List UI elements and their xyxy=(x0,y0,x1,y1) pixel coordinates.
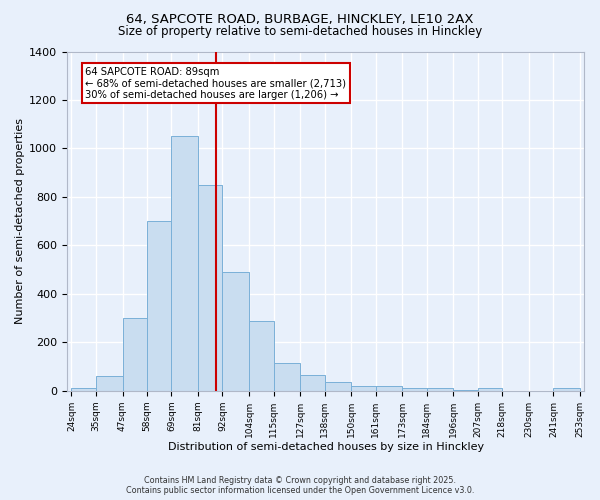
Bar xyxy=(198,185,223,391)
Bar xyxy=(403,388,427,391)
Bar xyxy=(223,272,249,391)
X-axis label: Distribution of semi-detached houses by size in Hinckley: Distribution of semi-detached houses by … xyxy=(167,442,484,452)
Bar xyxy=(553,388,580,391)
Bar xyxy=(300,375,325,391)
Text: Contains HM Land Registry data © Crown copyright and database right 2025.
Contai: Contains HM Land Registry data © Crown c… xyxy=(126,476,474,495)
Text: 64, SAPCOTE ROAD, BURBAGE, HINCKLEY, LE10 2AX: 64, SAPCOTE ROAD, BURBAGE, HINCKLEY, LE1… xyxy=(126,12,474,26)
Bar xyxy=(454,390,478,391)
Bar xyxy=(478,388,502,391)
Bar xyxy=(122,318,147,391)
Bar xyxy=(376,386,403,391)
Text: Size of property relative to semi-detached houses in Hinckley: Size of property relative to semi-detach… xyxy=(118,25,482,38)
Bar xyxy=(427,388,454,391)
Bar xyxy=(147,221,172,391)
Text: 64 SAPCOTE ROAD: 89sqm
← 68% of semi-detached houses are smaller (2,713)
30% of : 64 SAPCOTE ROAD: 89sqm ← 68% of semi-det… xyxy=(85,67,346,100)
Bar xyxy=(71,388,96,391)
Bar xyxy=(96,376,122,391)
Bar xyxy=(172,136,198,391)
Bar xyxy=(351,386,376,391)
Bar xyxy=(249,320,274,391)
Y-axis label: Number of semi-detached properties: Number of semi-detached properties xyxy=(15,118,25,324)
Bar xyxy=(325,382,351,391)
Bar xyxy=(274,363,300,391)
